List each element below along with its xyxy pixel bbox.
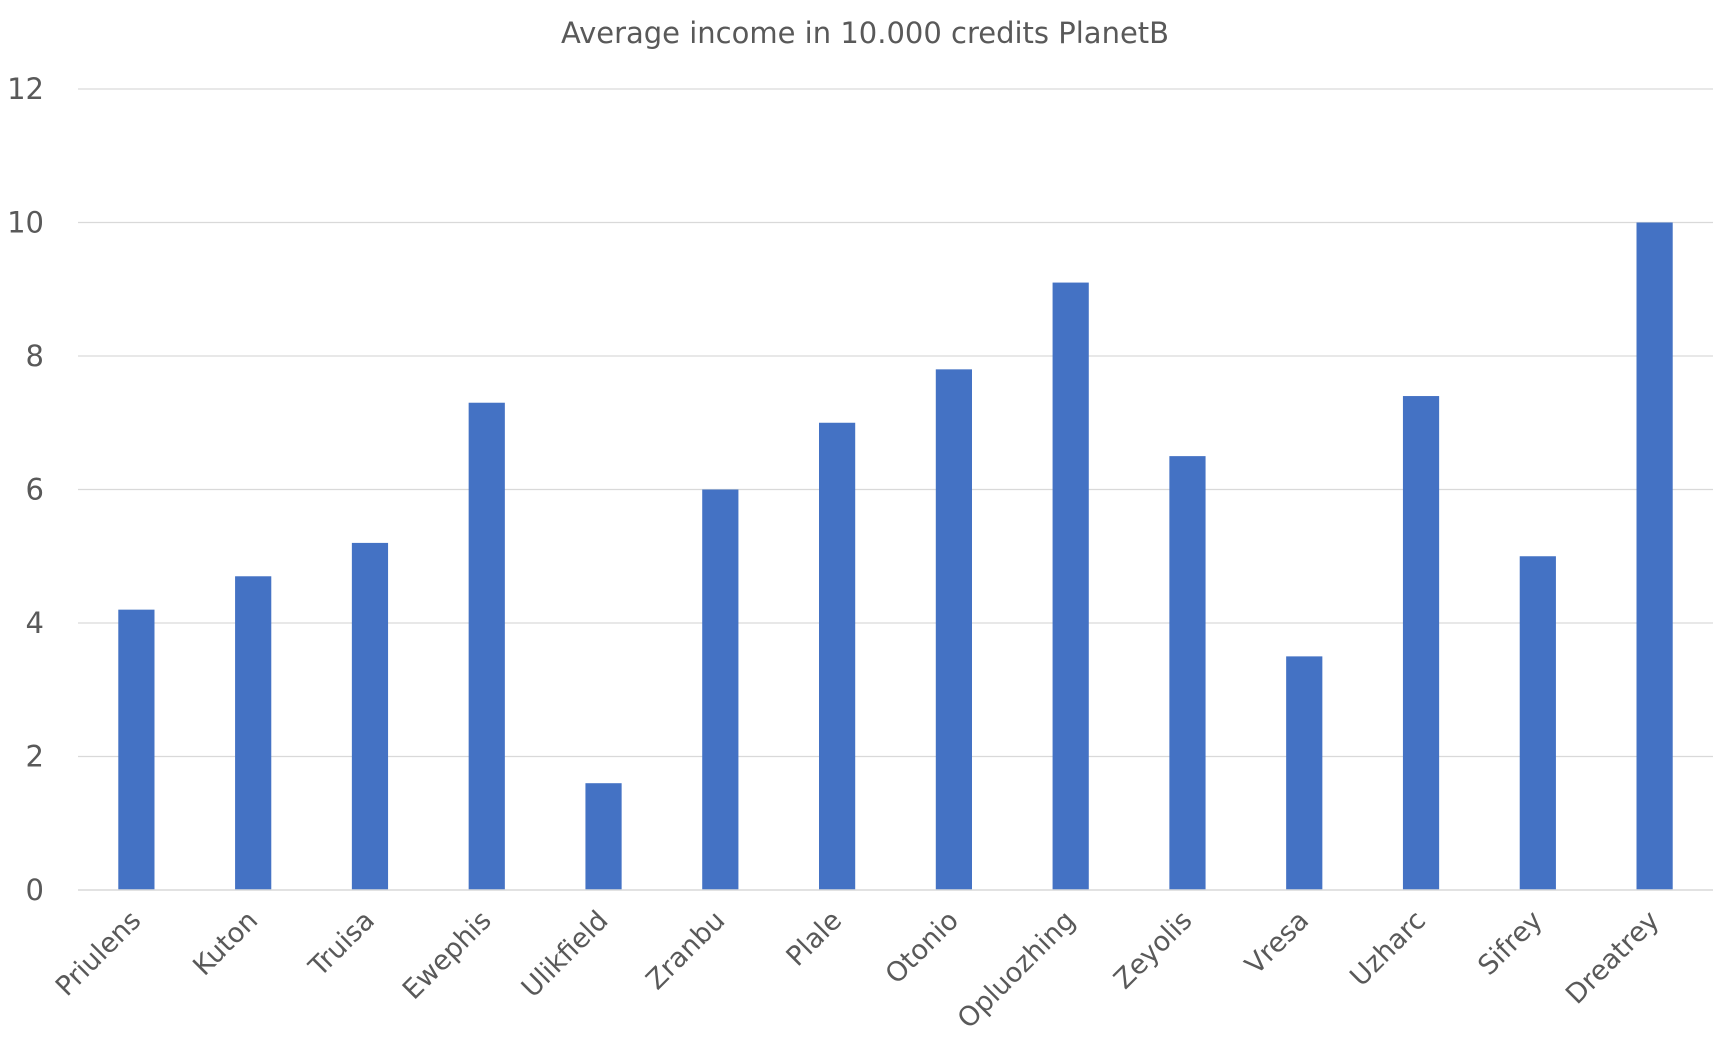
bar-truisa xyxy=(351,542,389,890)
x-tick-label: Kuton xyxy=(187,905,264,982)
bar-plale xyxy=(819,422,856,890)
y-tick-label: 2 xyxy=(26,740,44,774)
x-tick-label: Uzharc xyxy=(1344,905,1432,993)
gridlines xyxy=(78,88,1713,758)
x-tick-label: Plale xyxy=(781,905,848,972)
y-axis: 0 2 4 6 8 10 12 xyxy=(7,72,44,907)
chart-title: Average income in 10.000 credits PlanetB xyxy=(561,16,1169,50)
bar-sifrey xyxy=(1519,556,1556,890)
y-tick-label: 12 xyxy=(7,72,44,106)
y-tick-label: 6 xyxy=(26,473,44,507)
y-tick-label: 8 xyxy=(26,339,44,373)
y-tick-label: 10 xyxy=(7,206,44,240)
bar-ewephis xyxy=(468,402,505,890)
x-tick-label: Truisa xyxy=(303,905,381,983)
y-tick-label: 0 xyxy=(26,873,44,907)
x-tick-label: Ulikfield xyxy=(516,905,615,1004)
x-tick-label: Ewephis xyxy=(397,905,498,1006)
bar-otonio xyxy=(935,369,972,891)
bar-uzharc xyxy=(1402,396,1440,890)
bar-kuton xyxy=(235,576,272,890)
x-tick-label: Priulens xyxy=(50,905,147,1002)
bar-ulikfield xyxy=(585,783,622,890)
y-tick-label: 4 xyxy=(26,606,44,640)
bar-opluozhing xyxy=(1052,282,1089,890)
x-tick-label: Vresa xyxy=(1239,905,1315,981)
x-tick-label: Sifrey xyxy=(1472,905,1549,982)
bar-vresa xyxy=(1286,656,1323,890)
x-tick-label: Otonio xyxy=(880,905,965,990)
bars xyxy=(118,222,1673,891)
bar-zeyolis xyxy=(1169,456,1206,890)
bar-dreatrey xyxy=(1636,222,1673,890)
x-axis: Priulens Kuton Truisa Ewephis Ulikfield Zranb… xyxy=(50,889,1713,1035)
x-tick-label: Opluozhing xyxy=(952,905,1082,1035)
bar-zranbu xyxy=(702,489,739,890)
x-tick-label: Zranbu xyxy=(640,905,731,996)
x-tick-label: Dreatrey xyxy=(1560,905,1665,1010)
x-tick-label: Zeyolis xyxy=(1108,905,1198,995)
bar-priulens xyxy=(118,609,155,890)
